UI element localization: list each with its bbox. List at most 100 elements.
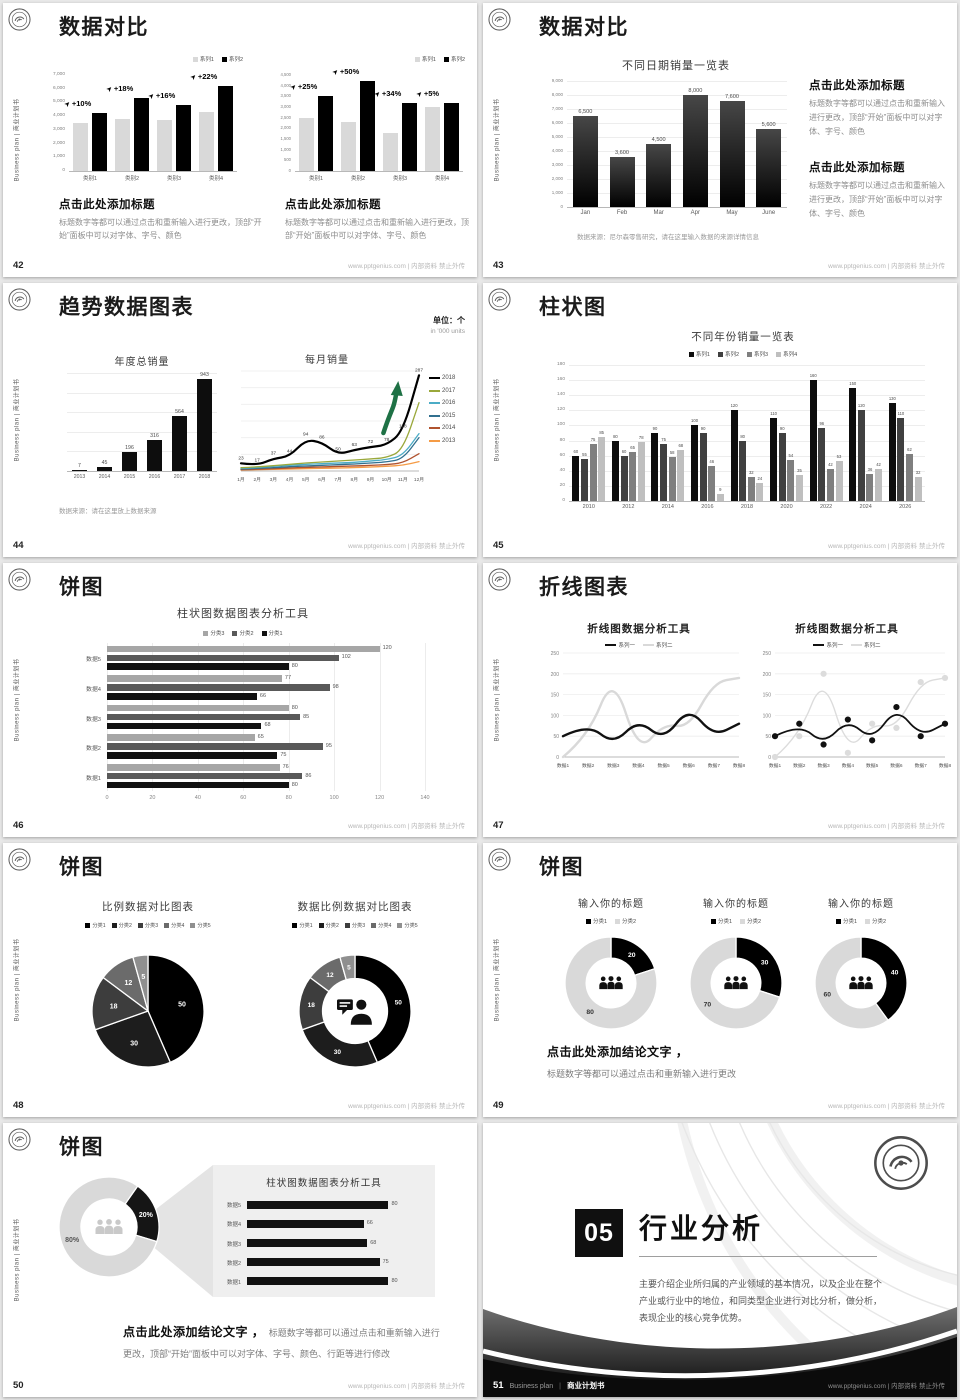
svg-text:50: 50	[395, 999, 403, 1006]
chart-legend: 系列1 系列2	[121, 55, 243, 63]
chart-legend: 分类1 分类2	[666, 917, 806, 925]
panel-bar-list: 数据5 80 数据4 66 数据3 68 数据2 75 数据1 80	[226, 1200, 398, 1286]
slide-title: 数据对比	[59, 16, 149, 39]
page-number: 48	[13, 1100, 24, 1111]
page-number: 47	[493, 820, 504, 831]
chart-legend: 分类1 分类2	[541, 917, 681, 925]
chart-legend: 分类1 分类2 分类3 分类4 分类5	[250, 922, 460, 929]
data-source-note: 数据来源：请在这里放上数据来源	[59, 508, 157, 515]
detail-panel: 柱状图数据图表分析工具	[213, 1165, 435, 1297]
svg-text:数据3: 数据3	[817, 762, 830, 769]
line-chart-monthly-sales: 23 17 37 44 94 86 50 63 72 78 118 287 1月 2月 3月 4月 5月 6月 7月…	[231, 367, 429, 492]
chart-legend: 分类1 分类2 分类3 分类4 分类5	[43, 922, 253, 929]
svg-text:数据6: 数据6	[683, 762, 696, 769]
slide-51-section-divider: 05 行业分析 主要介绍企业所归属的产业领域的基本情况，以及企业在整个产业或行业…	[483, 1123, 957, 1397]
smooth-line-chart: 250 200 150 100 50 0 数据1 数据2 数据3 数据4 数据5 数据6 数据7 数据8	[539, 651, 749, 778]
chart-title: 输入你的标题	[828, 899, 894, 910]
school-seal-icon	[488, 8, 511, 31]
school-seal-icon	[8, 568, 31, 591]
chart-legend: 系列1 系列2	[347, 55, 465, 63]
data-source-note: 数据来源：尼尔森零售研究，请在这里输入数据的来源详情信息	[577, 234, 759, 241]
people-group-icon	[848, 976, 874, 990]
svg-text:23: 23	[238, 455, 244, 461]
chart-title: 每月销量	[305, 355, 349, 366]
slide-title: 柱状图	[539, 296, 607, 319]
divider-footer-left: 51 Business plan | 商业计划书	[493, 1380, 605, 1391]
footer-site-text: www.pptgenius.com | 内部资料 禁止外传	[348, 263, 465, 270]
chart-title: 折线图数据分析工具	[587, 623, 691, 635]
side-vertical-label: Business plan | 商业计划书	[494, 658, 501, 742]
svg-text:250: 250	[551, 651, 560, 657]
text-block: 点击此处添加标题 标题数字等都可以通过点击和重新输入进行更改，顶部“开始”面板中…	[285, 196, 477, 242]
horizontal-bar-chart: 0 20 40 60 80 100 120 140 数据5 120 102 80 数据4 77 98 66 数据…	[67, 643, 461, 805]
grid-cell: Business plan | 商业计划书 饼图 输入你的标题 输入你的标题 输…	[480, 840, 960, 1120]
svg-text:30: 30	[130, 1040, 138, 1047]
chart-title: 年度总销量	[114, 357, 170, 368]
page-number: 49	[493, 1100, 504, 1111]
svg-text:12: 12	[326, 972, 334, 979]
separator: |	[559, 1383, 561, 1390]
svg-text:数据4: 数据4	[842, 762, 855, 769]
slide-42-data-comparison: Business plan | 商业计划书 数据对比 系列1 系列2 系列1 系列2…	[3, 3, 477, 277]
side-vertical-label: Business plan | 商业计划书	[14, 98, 21, 182]
footer-site-text: www.pptgenius.com | 内部资料 禁止外传	[348, 823, 465, 830]
svg-text:数据8: 数据8	[939, 762, 952, 769]
slide-46-hbar-chart: Business plan | 商业计划书 饼图 柱状图数据图表分析工具 分类3…	[3, 563, 477, 837]
chart-legend: 系列1 系列2 系列3 系列4	[583, 350, 903, 358]
conclusion-body-inline: 标题数字等都可以通过点击和重新输入进行	[268, 1328, 440, 1338]
svg-text:80%: 80%	[65, 1237, 80, 1244]
chart-legend: 系列一 系列二	[553, 641, 725, 649]
svg-text:3月: 3月	[270, 477, 277, 483]
svg-text:6月: 6月	[318, 477, 325, 483]
section-title: 行业分析	[639, 1213, 764, 1244]
svg-text:数据5: 数据5	[657, 762, 670, 769]
chart-title: 输入你的标题	[578, 899, 644, 910]
people-group-icon	[723, 976, 749, 990]
slide-44-trend-charts: Business plan | 商业计划书 趋势数据图表 单位：个 in '00…	[3, 283, 477, 557]
footer-site-text: www.pptgenius.com | 内部资料 禁止外传	[828, 263, 945, 270]
page-number: 42	[13, 260, 24, 271]
svg-text:94: 94	[303, 432, 309, 438]
slide-title: 数据对比	[539, 16, 629, 39]
svg-text:78: 78	[384, 437, 390, 443]
svg-text:10月: 10月	[382, 477, 392, 483]
svg-text:60: 60	[824, 991, 832, 998]
svg-text:数据8: 数据8	[733, 762, 746, 769]
svg-text:11月: 11月	[398, 477, 408, 483]
panel-title: 柱状图数据图表分析工具	[266, 1178, 382, 1189]
block-heading: 点击此处添加标题	[59, 199, 155, 211]
page-number: 44	[13, 540, 24, 551]
svg-text:5: 5	[141, 974, 145, 981]
svg-text:5月: 5月	[302, 477, 309, 483]
conclusion-bold: 点击此处添加结论文字 ，	[547, 1045, 689, 1059]
side-vertical-label: Business plan | 商业计划书	[494, 98, 501, 182]
svg-text:数据7: 数据7	[708, 762, 721, 769]
svg-text:70: 70	[704, 1001, 712, 1008]
unit-line2: in '000 units	[430, 328, 466, 335]
person-chat-icon	[337, 997, 373, 1025]
chart-legend: 系列一 系列二	[761, 641, 933, 649]
svg-text:200: 200	[763, 672, 772, 678]
slide-title: 折线图表	[539, 576, 629, 599]
slide-45-column-chart: Business plan | 商业计划书 柱状图 不同年份销量一览表 系列1 系…	[483, 283, 957, 557]
slide-49-donut-charts: Business plan | 商业计划书 饼图 输入你的标题 输入你的标题 输…	[483, 843, 957, 1117]
slide-43-data-comparison: Business plan | 商业计划书 数据对比 不同日期销量一览表 9,0…	[483, 3, 957, 277]
grouped-bar-chart-years: 180 160 140 120 100 80 60 40 20 0 60 55 75 85 2010 80 60…	[557, 362, 925, 515]
svg-text:72: 72	[368, 439, 374, 445]
footer-site-text: www.pptgenius.com | 内部资料 禁止外传	[828, 1383, 945, 1390]
svg-text:数据1: 数据1	[769, 762, 782, 769]
divider-background-art	[483, 1123, 957, 1397]
block-body: 标题数字等都可以通过点击和重新输入进行更改，顶部“开始”面板中可以对字体、字号、…	[285, 218, 469, 241]
chart-title: 柱状图数据图表分析工具	[177, 608, 309, 620]
chart-title: 折线图数据分析工具	[795, 623, 899, 635]
school-seal-icon	[8, 8, 31, 31]
section-number: 05	[584, 1218, 614, 1247]
svg-text:50: 50	[178, 1001, 186, 1008]
school-seal-icon	[488, 568, 511, 591]
conclusion-body: 标题数字等都可以通过点击和重新输入进行更改	[547, 1069, 737, 1079]
svg-text:数据4: 数据4	[632, 762, 645, 769]
text-block: 点击此处添加标题 标题数字等都可以通过点击和重新输入进行更改，顶部“开始”面板中…	[809, 159, 949, 221]
grid-cell: Business plan | 商业计划书 柱状图 不同年份销量一览表 系列1 系…	[480, 280, 960, 560]
school-seal-icon	[8, 848, 31, 871]
